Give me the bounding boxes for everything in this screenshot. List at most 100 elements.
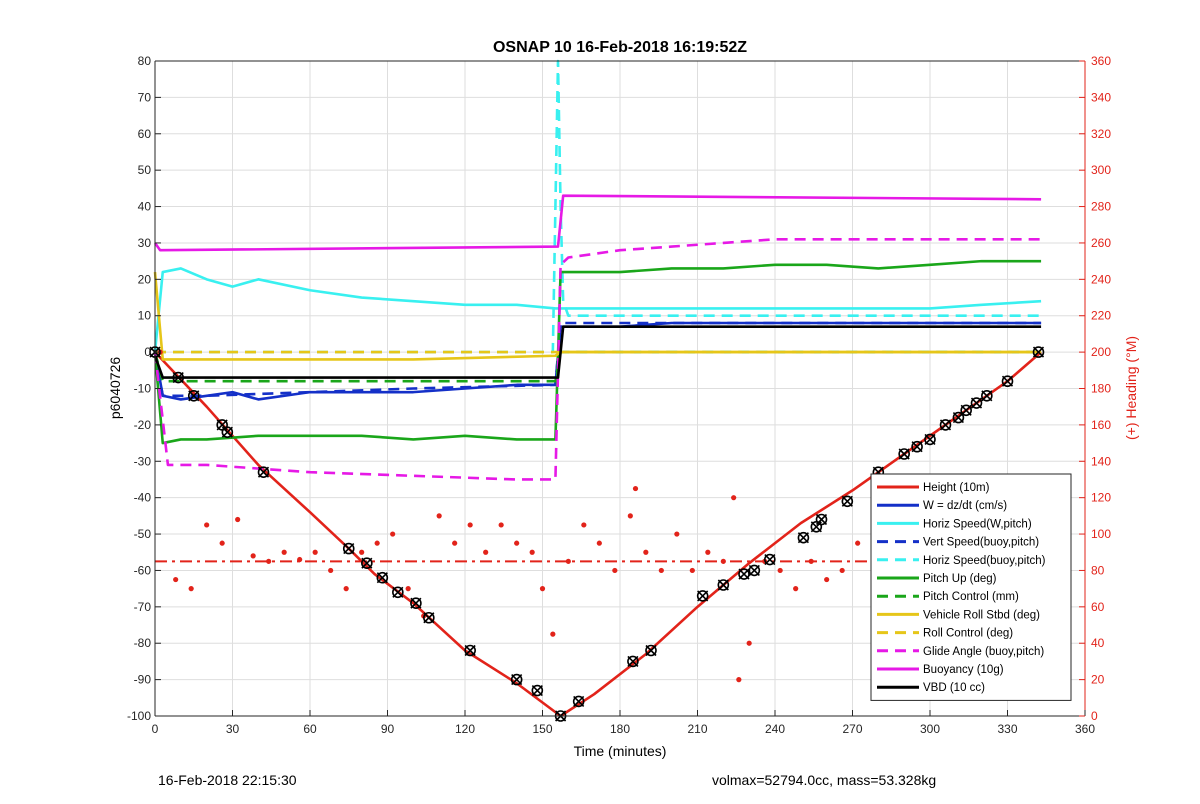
heading-point xyxy=(658,567,664,574)
y2-tick-label: 340 xyxy=(1091,90,1111,104)
dive-marker-circle xyxy=(172,371,185,384)
legend-entry: W = dz/dt (cm/s) xyxy=(923,500,1007,512)
heading-point xyxy=(643,549,649,555)
legend-entry: Pitch Control (mm) xyxy=(923,591,1019,603)
y-tick-label: -70 xyxy=(134,600,152,614)
series-line-5 xyxy=(153,259,1042,445)
dive-marker-x xyxy=(748,564,760,577)
series-line-0 xyxy=(154,351,1042,718)
y-tick-label: -90 xyxy=(134,673,152,687)
heading-point xyxy=(539,586,546,592)
y2-tick-label: 260 xyxy=(1091,236,1111,250)
dive-marker-x xyxy=(939,419,952,431)
heading-point xyxy=(627,513,633,519)
dive-marker-circle xyxy=(841,495,854,508)
dive-marker-x xyxy=(764,553,776,566)
dive-marker-x xyxy=(970,397,983,409)
dive-marker-x xyxy=(221,426,233,438)
heading-point xyxy=(565,558,571,564)
series-line-1 xyxy=(153,321,1042,401)
y-tick-label: 70 xyxy=(138,90,152,104)
y2-tick-label: 200 xyxy=(1091,345,1111,359)
heading-point xyxy=(550,631,556,637)
heading-point xyxy=(529,549,535,555)
dive-marker xyxy=(376,571,389,584)
heading-point xyxy=(581,522,587,528)
dive-marker xyxy=(531,684,544,697)
legend-entry: Horiz Speed(W,pitch) xyxy=(923,518,1032,530)
heading-point xyxy=(498,522,504,528)
dive-marker-x xyxy=(1032,346,1045,358)
y-tick-label: 80 xyxy=(138,54,152,68)
dive-marker-circle xyxy=(970,397,983,409)
dive-marker xyxy=(898,448,910,460)
heading-point xyxy=(390,531,396,537)
dive-marker-x xyxy=(797,532,809,544)
dive-marker xyxy=(911,440,923,453)
dive-marker xyxy=(510,673,523,686)
legend-box xyxy=(870,473,1072,701)
y2-tick-label: 0 xyxy=(1091,709,1098,723)
y-tick-label: 50 xyxy=(138,163,152,177)
dive-marker xyxy=(1001,375,1014,388)
dive-marker-circle xyxy=(531,684,544,697)
dive-marker-x xyxy=(376,572,388,584)
dive-marker-x xyxy=(627,655,639,667)
dive-marker xyxy=(257,466,270,478)
heading-point xyxy=(250,553,256,559)
heading-point xyxy=(219,540,225,546)
heading-point xyxy=(736,677,742,683)
legend-entry: Vert Speed(buoy,pitch) xyxy=(923,537,1039,549)
heading-point xyxy=(266,558,272,564)
dive-marker-circle xyxy=(376,571,389,584)
dive-marker-x xyxy=(216,419,228,431)
dive-marker-circle xyxy=(717,579,730,591)
markers-layer xyxy=(149,346,1045,722)
dive-marker-circle xyxy=(748,564,761,577)
y2-tick-label: 100 xyxy=(1091,527,1111,541)
dive-marker xyxy=(645,644,657,657)
y-tick-label: -50 xyxy=(134,527,152,541)
dive-marker-circle xyxy=(696,590,709,602)
dive-marker-x xyxy=(738,568,750,580)
dive-marker-x xyxy=(573,695,585,708)
y-tick-label: 20 xyxy=(138,272,152,286)
dive-marker-x xyxy=(717,579,729,591)
dive-marker xyxy=(981,389,993,402)
dive-marker xyxy=(423,611,435,624)
y2-tick-label: 320 xyxy=(1091,127,1111,141)
y2-tick-label: 140 xyxy=(1091,454,1111,468)
footer-vehicle-info: volmax=52794.0cc, mass=53.328kg xyxy=(712,772,937,788)
y-tick-label: -20 xyxy=(134,418,152,432)
x-tick-label: 60 xyxy=(303,722,317,736)
y-tick-label: 0 xyxy=(144,345,151,359)
heading-point xyxy=(632,485,639,492)
dive-marker-circle xyxy=(939,419,952,431)
dive-marker-circle xyxy=(911,440,923,453)
dive-marker xyxy=(172,371,185,384)
y2-tick-label: 120 xyxy=(1091,491,1111,505)
dive-marker-x xyxy=(257,466,270,478)
dive-marker xyxy=(717,579,730,591)
y-tick-label: -40 xyxy=(134,491,152,505)
y-axis-label: p6040726 xyxy=(107,357,123,420)
dive-marker-circle xyxy=(464,644,476,657)
heading-point xyxy=(777,567,783,574)
x-tick-label: 90 xyxy=(381,722,395,736)
dive-marker xyxy=(342,542,355,555)
dive-marker xyxy=(797,531,810,544)
dive-marker-x xyxy=(960,404,972,416)
x-tick-label: 0 xyxy=(152,722,159,736)
legend-entry: Vehicle Roll Stbd (deg) xyxy=(923,609,1040,621)
heading-point xyxy=(281,549,287,555)
heading-point xyxy=(855,540,861,546)
dive-marker-circle xyxy=(572,695,585,708)
dive-marker xyxy=(410,597,422,609)
heading-point xyxy=(235,516,241,523)
y2-tick-label: 300 xyxy=(1091,163,1111,177)
legend-entry: Buoyancy (10g) xyxy=(923,664,1004,676)
heading-point xyxy=(731,495,737,501)
dive-marker-x xyxy=(841,495,853,507)
y-tick-label: -10 xyxy=(134,382,152,396)
dive-marker-circle xyxy=(423,611,435,624)
